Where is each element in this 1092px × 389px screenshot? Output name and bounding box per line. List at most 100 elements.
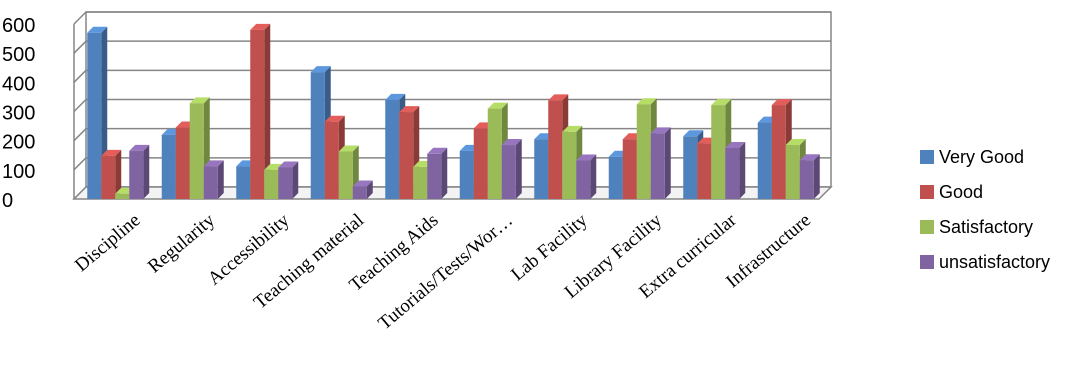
y-tick-label: 400 xyxy=(2,73,35,95)
bar-front xyxy=(189,103,204,199)
bar-front xyxy=(725,147,740,199)
bar-top xyxy=(385,93,406,100)
bar-side xyxy=(292,161,299,199)
bar-front xyxy=(562,131,577,199)
bar-top xyxy=(203,160,224,167)
bar-front xyxy=(487,108,502,199)
bar-front xyxy=(771,105,786,199)
bar-side xyxy=(441,147,448,199)
bar-top xyxy=(711,99,732,106)
bar-front xyxy=(683,136,698,199)
bar-top xyxy=(338,145,359,152)
legend-swatch xyxy=(920,255,934,269)
bar-front xyxy=(385,99,400,199)
bar-top xyxy=(785,139,806,146)
bar xyxy=(427,147,448,199)
bar-front xyxy=(473,128,488,199)
bar-front xyxy=(338,151,353,199)
bar-front xyxy=(101,155,116,199)
gridline-depth xyxy=(73,69,87,83)
bar xyxy=(101,149,122,199)
bar-side xyxy=(115,149,122,199)
bar-front xyxy=(115,193,130,199)
bar-front xyxy=(711,105,726,199)
bar xyxy=(650,127,671,199)
legend-label: Very Good xyxy=(939,147,1024,167)
legend-swatch xyxy=(920,185,934,199)
legend-label: Good xyxy=(939,182,983,202)
bar-side xyxy=(664,127,671,199)
bar-front xyxy=(785,145,800,199)
x-axis-ticks: Discipline RegularityAccessibilityTeachin… xyxy=(71,209,815,334)
bar-top xyxy=(487,102,508,109)
bar-front xyxy=(129,150,144,199)
x-tick-label: Regularity xyxy=(144,209,219,277)
bar-front xyxy=(608,156,623,199)
bar-top xyxy=(636,98,657,105)
bar xyxy=(725,141,746,199)
bar-front xyxy=(399,112,414,199)
bar-front xyxy=(799,160,814,199)
bar-front xyxy=(203,166,218,199)
bar-top xyxy=(278,161,299,168)
y-tick-label: 200 xyxy=(2,132,35,154)
bar-top xyxy=(799,154,820,161)
bar-front xyxy=(310,72,325,199)
bar-side xyxy=(515,139,522,199)
bar-top xyxy=(501,139,522,146)
bar xyxy=(338,145,359,199)
bar-top xyxy=(250,23,271,30)
legend: Very Good Good Satisfactory unsatisfactory xyxy=(920,147,1050,272)
bar-top xyxy=(324,115,345,122)
bar xyxy=(576,154,597,199)
bar-front xyxy=(697,143,712,199)
legend-swatch xyxy=(920,150,934,164)
bar-side xyxy=(217,160,224,199)
bar-front xyxy=(264,169,279,199)
bar-front xyxy=(161,134,176,199)
bar-side xyxy=(264,23,271,200)
bar-side xyxy=(590,154,597,199)
bar-top xyxy=(562,125,583,132)
bar-top xyxy=(725,141,746,148)
bar-front xyxy=(87,32,102,199)
bars xyxy=(87,23,820,200)
bar-top xyxy=(650,127,671,134)
bar xyxy=(799,154,820,199)
y-tick-label: 500 xyxy=(2,44,35,66)
bar-front xyxy=(175,127,190,199)
bar-front xyxy=(650,133,665,199)
bar xyxy=(129,144,150,199)
bar-top xyxy=(548,94,569,101)
bar-front xyxy=(427,153,442,199)
bar-front xyxy=(757,122,772,199)
y-tick-label: 0 xyxy=(2,190,13,212)
bar-top xyxy=(129,144,150,151)
bar-top xyxy=(683,130,704,137)
bar xyxy=(250,23,271,200)
bar-side xyxy=(143,144,150,199)
bar-side xyxy=(813,154,820,199)
gridline-depth xyxy=(73,98,87,113)
y-tick-label: 600 xyxy=(2,15,35,37)
x-tick-label: Tutorials/Tests/Wor… xyxy=(374,210,517,334)
bar-side xyxy=(366,180,373,199)
bar-top xyxy=(771,99,792,106)
bar-top xyxy=(101,149,122,156)
bar-front xyxy=(352,186,367,199)
bar-top xyxy=(310,66,331,73)
bar-front xyxy=(501,145,516,199)
y-tick-label: 300 xyxy=(2,103,35,125)
bar xyxy=(278,161,299,199)
y-axis-ticks: 0 100 200 300 400 500 600 xyxy=(2,15,35,212)
legend-label: Satisfactory xyxy=(939,217,1033,237)
y-tick-label: 100 xyxy=(2,161,35,183)
bar-front xyxy=(636,104,651,199)
bar-side xyxy=(739,141,746,199)
x-tick-label: Discipline xyxy=(71,210,144,276)
bar-front xyxy=(236,166,251,199)
bar xyxy=(352,180,373,199)
gridline-depth xyxy=(73,157,87,171)
bar xyxy=(501,139,522,199)
bar-front xyxy=(459,150,474,199)
